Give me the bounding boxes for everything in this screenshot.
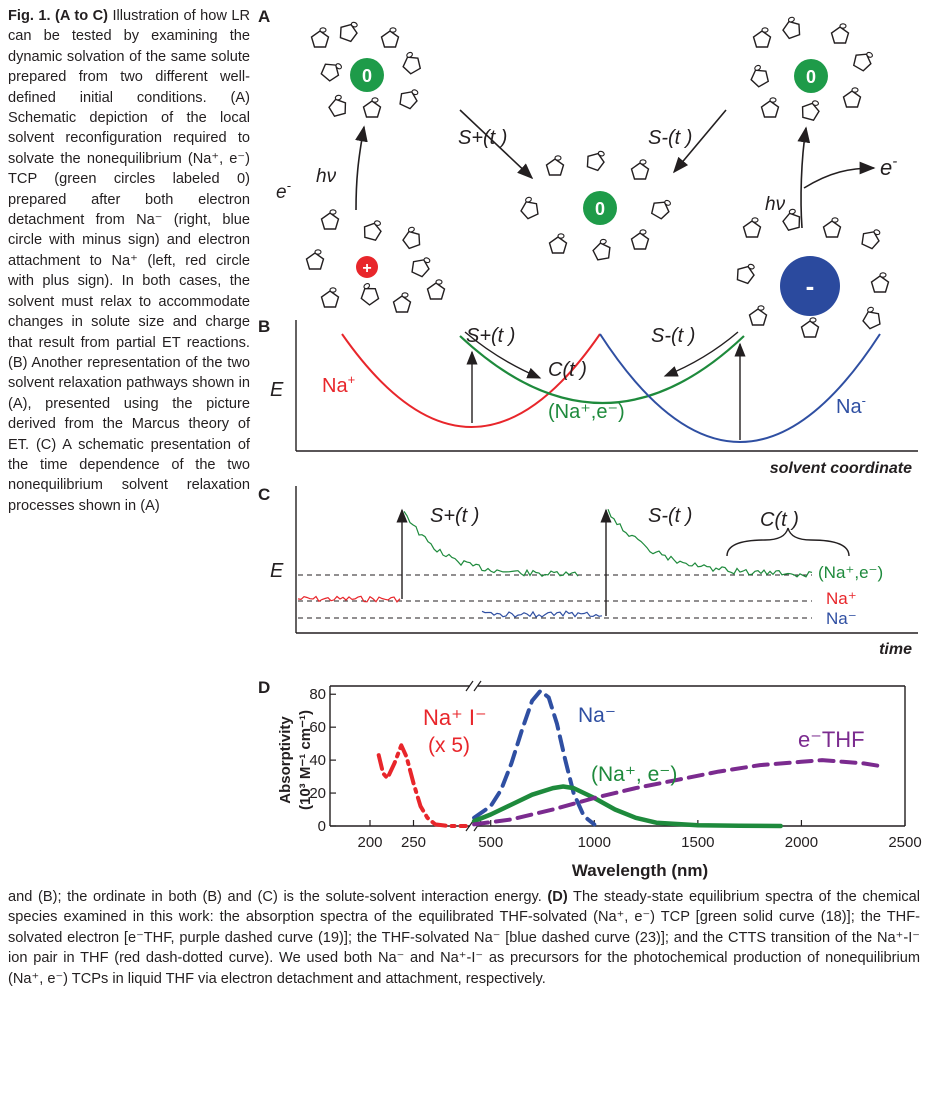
solvated-pair-cluster-right: 0 — [745, 14, 877, 122]
neutral-solute-circle — [583, 191, 617, 225]
figure-graphic: A 0 0 0 — [258, 7, 922, 880]
panel-c-xlabel: time — [879, 641, 912, 658]
sodium-cation-cluster: + — [305, 209, 446, 313]
panel-b-label: B — [258, 317, 270, 336]
panel-d-ref: (D) — [547, 889, 568, 905]
svg-text:+: + — [362, 260, 371, 277]
neutral-solute-circle — [794, 59, 828, 93]
sodium-anion-cluster: - — [733, 207, 890, 338]
series-line-2 — [471, 784, 783, 829]
y-tick-label: 0 — [318, 818, 326, 835]
x-tick-label: 2000 — [785, 834, 818, 851]
svg-text:0: 0 — [595, 199, 605, 219]
equilibrated-pair-cluster: 0 — [516, 146, 675, 262]
svg-text:-: - — [806, 271, 815, 301]
panel-b-ylabel: E — [270, 379, 284, 401]
c-t-label-b: C(t ) — [548, 359, 587, 381]
s-plus-label-c: S+(t ) — [430, 505, 479, 527]
caption-bottom-text-1: and (B); the ordinate in both (B) and (C… — [8, 889, 548, 905]
s-minus-path-b — [663, 331, 739, 377]
s-plus-label-b: S+(t ) — [466, 325, 515, 347]
panel-a: A 0 0 0 — [258, 7, 897, 338]
x-tick-label: 1500 — [681, 834, 714, 851]
na-minus-series-label: Na⁻ — [578, 704, 616, 727]
c-t-brace — [726, 527, 850, 557]
panel-d-xlabel: Wavelength (nm) — [572, 861, 708, 880]
na-plus-trace — [297, 595, 401, 603]
panel-d-axes: 0 20 40 60 80 200 250 500 1000 1500 2000 2500 — [309, 680, 922, 851]
x-tick-label: 2500 — [888, 834, 921, 851]
caption-left-text: Illustration of how LR can be tested by … — [8, 8, 250, 514]
na-plus-potential-curve — [341, 333, 601, 428]
s-plus-label-a: S+(t ) — [458, 127, 507, 149]
panel-b-xlabel: solvent coordinate — [770, 460, 912, 477]
panel-c-ylabel: E — [270, 560, 284, 582]
photon-label-left: hν — [316, 166, 337, 187]
y-tick-label: 60 — [309, 719, 326, 736]
s-minus-relaxation-trace — [607, 508, 813, 578]
x-tick-label: 250 — [401, 834, 426, 851]
na-plus-label-c: Na⁺ — [826, 589, 857, 608]
figure-caption-left: Fig. 1. (A to C) Illustration of how LR … — [8, 6, 250, 516]
y-tick-label: 80 — [309, 686, 326, 703]
neutral-solute-circle — [350, 58, 384, 92]
photoexcitation-arrow-left — [355, 125, 368, 211]
cation-solute-circle — [356, 256, 378, 278]
x-tick-label: 500 — [478, 834, 503, 851]
figure-label: Fig. 1. — [8, 8, 51, 24]
y-tick-label: 40 — [309, 752, 326, 769]
panel-d-ylabel-line1: Absorptivity — [277, 716, 294, 804]
pair-potential-curve — [459, 335, 745, 404]
ejected-electron-arrow — [803, 161, 876, 189]
nai-scale-label: (x 5) — [428, 734, 470, 757]
nai-series-label: Na⁺ I⁻ — [423, 705, 487, 730]
na-minus-potential-curve — [599, 333, 881, 443]
photon-label-right: hν — [765, 194, 786, 215]
svg-text:0: 0 — [806, 67, 816, 87]
series-line-0 — [376, 743, 468, 828]
panel-b: B E solvent coordinate Na+ Na- (Na⁺,e⁻) … — [258, 317, 918, 477]
na-minus-trace — [481, 610, 603, 618]
x-tick-label: 1000 — [578, 834, 611, 851]
panel-c-label: C — [258, 485, 270, 504]
caption-bottom-text-2: The steady-state equilibrium spectra of … — [8, 889, 920, 987]
na-minus-label-c: Na⁻ — [826, 609, 857, 628]
s-minus-label-b: S-(t ) — [651, 325, 695, 347]
s-plus-path-b — [464, 331, 542, 379]
figure-caption-bottom: and (B); the ordinate in both (B) and (C… — [8, 887, 920, 989]
pair-series-label: (Na⁺, e⁻) — [591, 763, 677, 786]
na-minus-label-b: Na- — [836, 393, 866, 418]
c-t-label-c: C(t ) — [760, 509, 799, 531]
relaxation-arrow-left — [459, 109, 534, 180]
solvated-pair-cluster-left: 0 — [310, 17, 424, 118]
relaxation-arrow-right — [672, 109, 727, 174]
panel-d-label: D — [258, 678, 270, 697]
s-plus-relaxation-trace — [403, 511, 579, 577]
panel-c: C E time S+(t ) S-(t ) C(t ) (Na⁺,e⁻) Na… — [258, 485, 918, 658]
s-minus-label-a: S-(t ) — [648, 127, 692, 149]
photodetachment-arrow-right — [797, 126, 811, 229]
s-minus-label-c: S-(t ) — [648, 505, 692, 527]
panel-d-ylabel-line2: (10³ M⁻¹ cm⁻¹) — [297, 710, 314, 810]
x-tick-label: 200 — [357, 834, 382, 851]
anion-solute-circle — [780, 256, 840, 316]
pair-label-b: (Na⁺,e⁻) — [548, 401, 625, 423]
panel-d: D Absorptivity (10³ M⁻¹ cm⁻¹) Wavelength… — [258, 678, 922, 880]
y-tick-label: 20 — [309, 785, 326, 802]
series-line-1 — [472, 688, 597, 827]
series-line-3 — [472, 758, 887, 827]
na-plus-label-b: Na+ — [322, 372, 355, 397]
electron-label-right: e- — [880, 153, 897, 180]
panel-a-label: A — [258, 7, 270, 26]
ethf-series-label: e⁻THF — [798, 727, 865, 752]
pair-label-c: (Na⁺,e⁻) — [818, 563, 883, 582]
electron-label-left: e- — [276, 178, 292, 203]
panel-range-label: (A to C) — [55, 8, 109, 24]
panel-d-series — [376, 688, 887, 829]
svg-text:0: 0 — [362, 66, 372, 86]
